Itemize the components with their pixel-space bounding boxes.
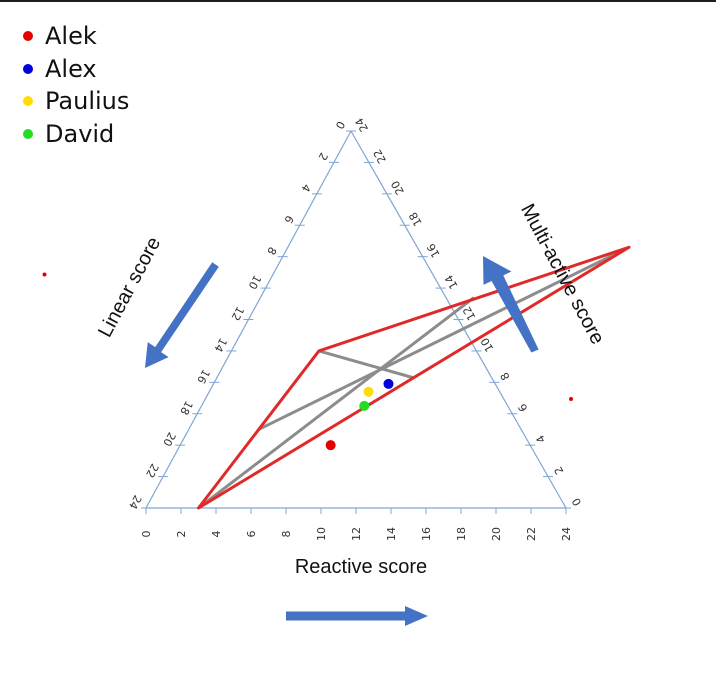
legend-label-alek: Alek xyxy=(45,22,97,51)
tick-label-multi-active: 16 xyxy=(424,241,442,260)
point-paulius xyxy=(363,386,374,397)
stray-dot-right xyxy=(569,397,573,401)
tick-label-reactive: 0 xyxy=(140,531,153,538)
legend-item-paulius: Paulius xyxy=(20,85,129,118)
tick-label-multi-active: 0 xyxy=(569,496,584,509)
tick-label-linear: 14 xyxy=(211,336,229,355)
tick-label-reactive: 8 xyxy=(280,531,293,538)
tick-label-multi-active: 22 xyxy=(371,147,389,166)
tick-label-multi-active: 4 xyxy=(534,433,549,446)
tick-label-linear: 20 xyxy=(160,430,178,449)
tick-label-multi-active: 8 xyxy=(498,370,513,383)
point-alex xyxy=(383,378,394,389)
tick-label-linear: 16 xyxy=(194,367,212,386)
axis-title-multi-active: Multi-active score xyxy=(516,200,608,348)
legend-marker-paulius xyxy=(23,96,33,107)
tick-label-linear: 18 xyxy=(177,399,195,418)
axis-title-linear: Linear score xyxy=(94,233,165,341)
tick-label-multi-active: 6 xyxy=(516,401,531,414)
median-line xyxy=(258,245,630,431)
tick-label-multi-active: 2 xyxy=(552,464,567,477)
tick-label-reactive: 18 xyxy=(455,527,468,541)
legend-item-alek: Alek xyxy=(20,20,129,53)
legend-marker-david xyxy=(23,128,33,139)
tick-label-linear: 24 xyxy=(126,493,144,512)
tick-label-reactive: 14 xyxy=(385,527,398,541)
tick-label-linear: 6 xyxy=(281,213,296,225)
tick-label-linear: 10 xyxy=(246,273,264,292)
top-border xyxy=(0,0,716,2)
tick-label-reactive: 16 xyxy=(420,527,433,541)
axis-title-reactive: Reactive score xyxy=(295,556,427,578)
tick-label-reactive: 24 xyxy=(560,527,573,541)
tick-label-reactive: 6 xyxy=(245,531,258,538)
tick-label-multi-active: 14 xyxy=(442,273,460,292)
tick-label-multi-active: 24 xyxy=(353,116,371,135)
legend-marker-alex xyxy=(23,63,33,74)
arrow-linear xyxy=(145,262,219,368)
median-line xyxy=(197,296,475,510)
tick-label-multi-active: 18 xyxy=(406,210,424,229)
points-layer xyxy=(325,378,394,451)
tick-label-linear: 8 xyxy=(264,245,279,257)
tick-label-linear: 22 xyxy=(143,461,161,480)
tick-label-reactive: 4 xyxy=(210,531,223,538)
overlay-layer xyxy=(197,245,631,510)
legend-item-alex: Alex xyxy=(20,53,129,86)
profile-triangle xyxy=(197,245,631,510)
tick-label-linear: 2 xyxy=(316,150,331,162)
legend-marker-alek xyxy=(23,31,33,42)
median-line xyxy=(318,349,414,380)
point-david xyxy=(359,400,370,411)
tick-label-reactive: 10 xyxy=(315,527,328,541)
legend-label-david: David xyxy=(45,119,115,148)
legend: Alek Alex Paulius David xyxy=(20,20,129,150)
stray-dot-left xyxy=(42,272,47,277)
tick-label-linear: 4 xyxy=(298,182,313,194)
tick-label-reactive: 2 xyxy=(175,531,188,538)
tick-label-reactive: 22 xyxy=(525,527,538,541)
legend-item-david: David xyxy=(20,118,129,151)
tick-label-multi-active: 20 xyxy=(389,178,407,197)
tick-label-linear: 12 xyxy=(228,304,246,323)
tick-label-reactive: 12 xyxy=(350,527,363,541)
tick-label-reactive: 20 xyxy=(490,527,503,541)
tick-label-multi-active: 10 xyxy=(478,335,496,354)
arrow-multi-active xyxy=(483,256,539,353)
tick-label-multi-active: 12 xyxy=(460,304,478,323)
tick-label-linear: 0 xyxy=(333,119,348,131)
legend-label-alex: Alex xyxy=(45,54,97,83)
arrow-reactive xyxy=(286,606,428,626)
legend-label-paulius: Paulius xyxy=(45,87,130,116)
axes-layer: 0 2 4 6 8 10 12 14 16 18 20 22 240246810121416182022… xyxy=(126,116,584,541)
point-alek xyxy=(325,440,336,451)
